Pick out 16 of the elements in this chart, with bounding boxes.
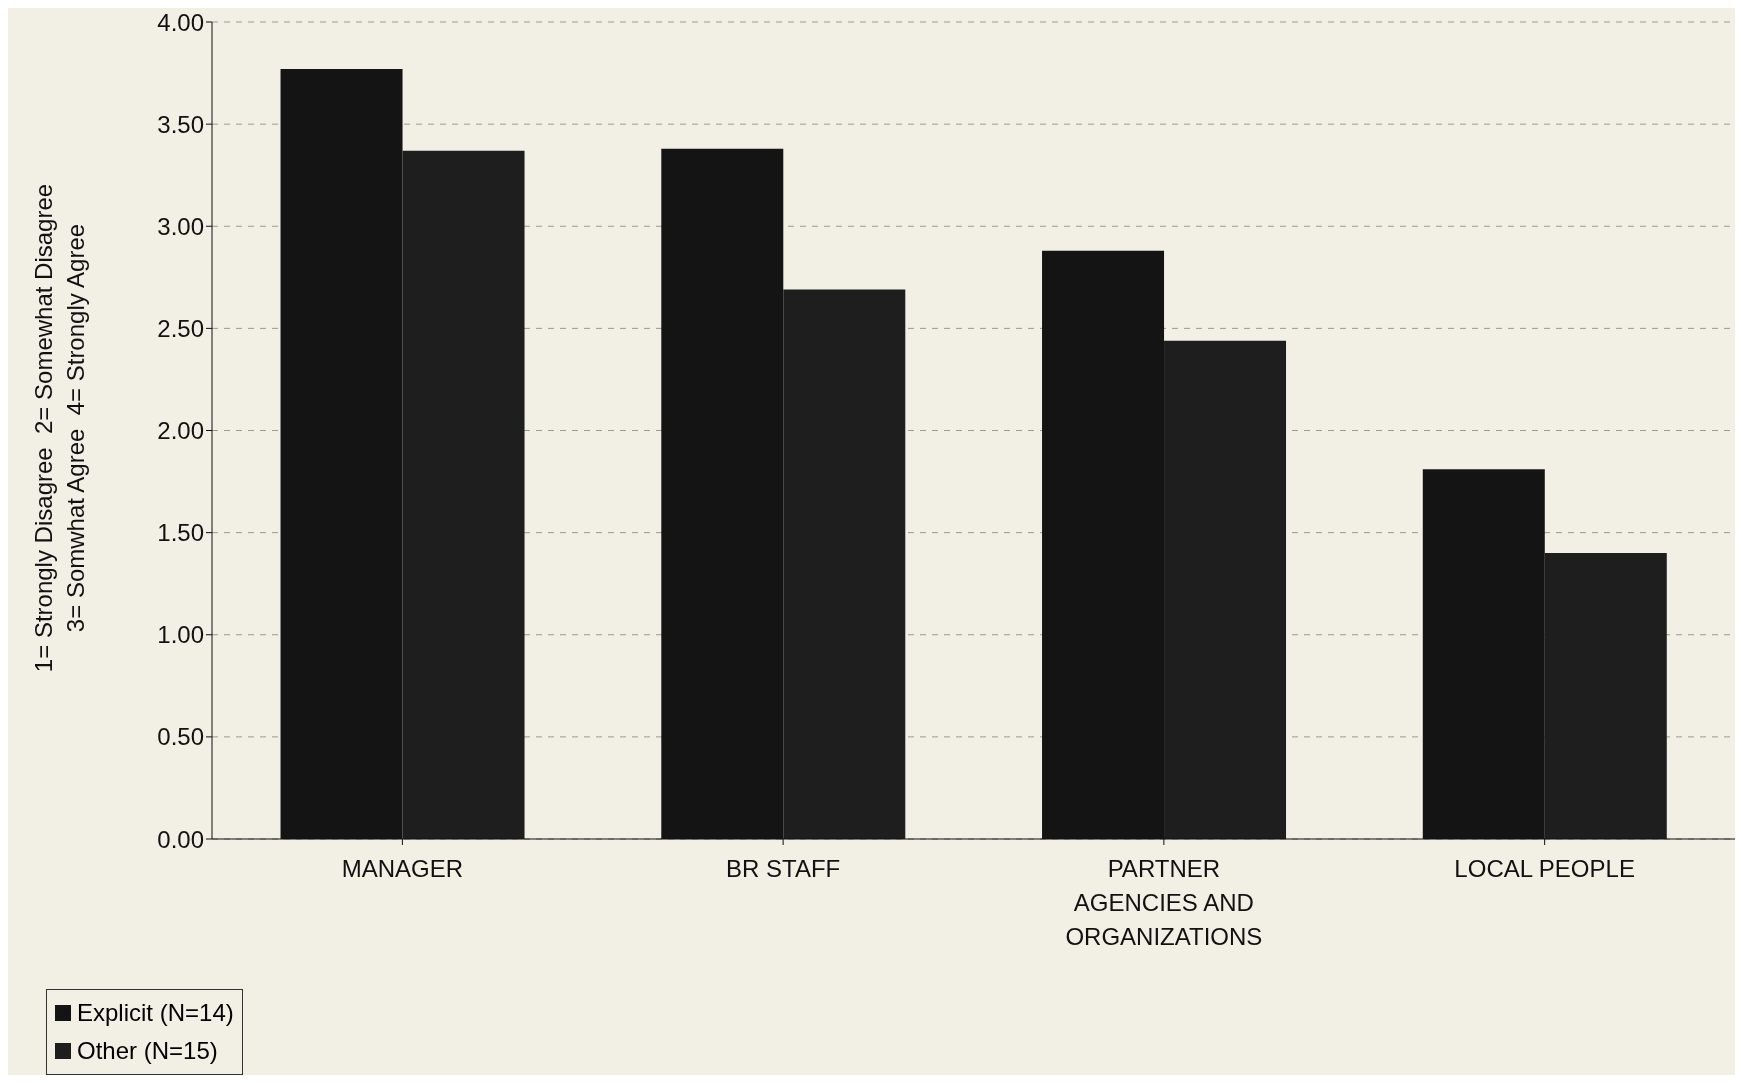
legend-label: Other (N=15) bbox=[77, 1037, 218, 1065]
x-tick-label: PARTNER AGENCIES AND ORGANIZATIONS bbox=[1065, 855, 1263, 950]
legend-label: Explicit (N=14) bbox=[77, 999, 234, 1027]
y-tick-label: 0.00 bbox=[157, 825, 204, 853]
y-tick-label: 3.00 bbox=[157, 212, 204, 240]
x-tick-label: LOCAL PEOPLE bbox=[1454, 855, 1635, 882]
y-tick-label: 1.00 bbox=[157, 621, 204, 649]
y-tick-label: 2.00 bbox=[157, 417, 204, 445]
y-tick-label: 3.50 bbox=[157, 110, 204, 138]
y-tick-label: 1.50 bbox=[157, 519, 204, 547]
x-tick-label: BR STAFF bbox=[726, 855, 841, 882]
y-tick-label: 0.50 bbox=[157, 723, 204, 751]
x-tick-label: MANAGER bbox=[341, 855, 464, 882]
y-axis-title: 1= Strongly Disagree 2= Somewhat Disagree 3= Somwhat Agree 4= Strongly Agree bbox=[30, 183, 89, 673]
y-tick-label: 2.50 bbox=[157, 314, 204, 342]
y-tick-label: 4.00 bbox=[157, 8, 204, 36]
